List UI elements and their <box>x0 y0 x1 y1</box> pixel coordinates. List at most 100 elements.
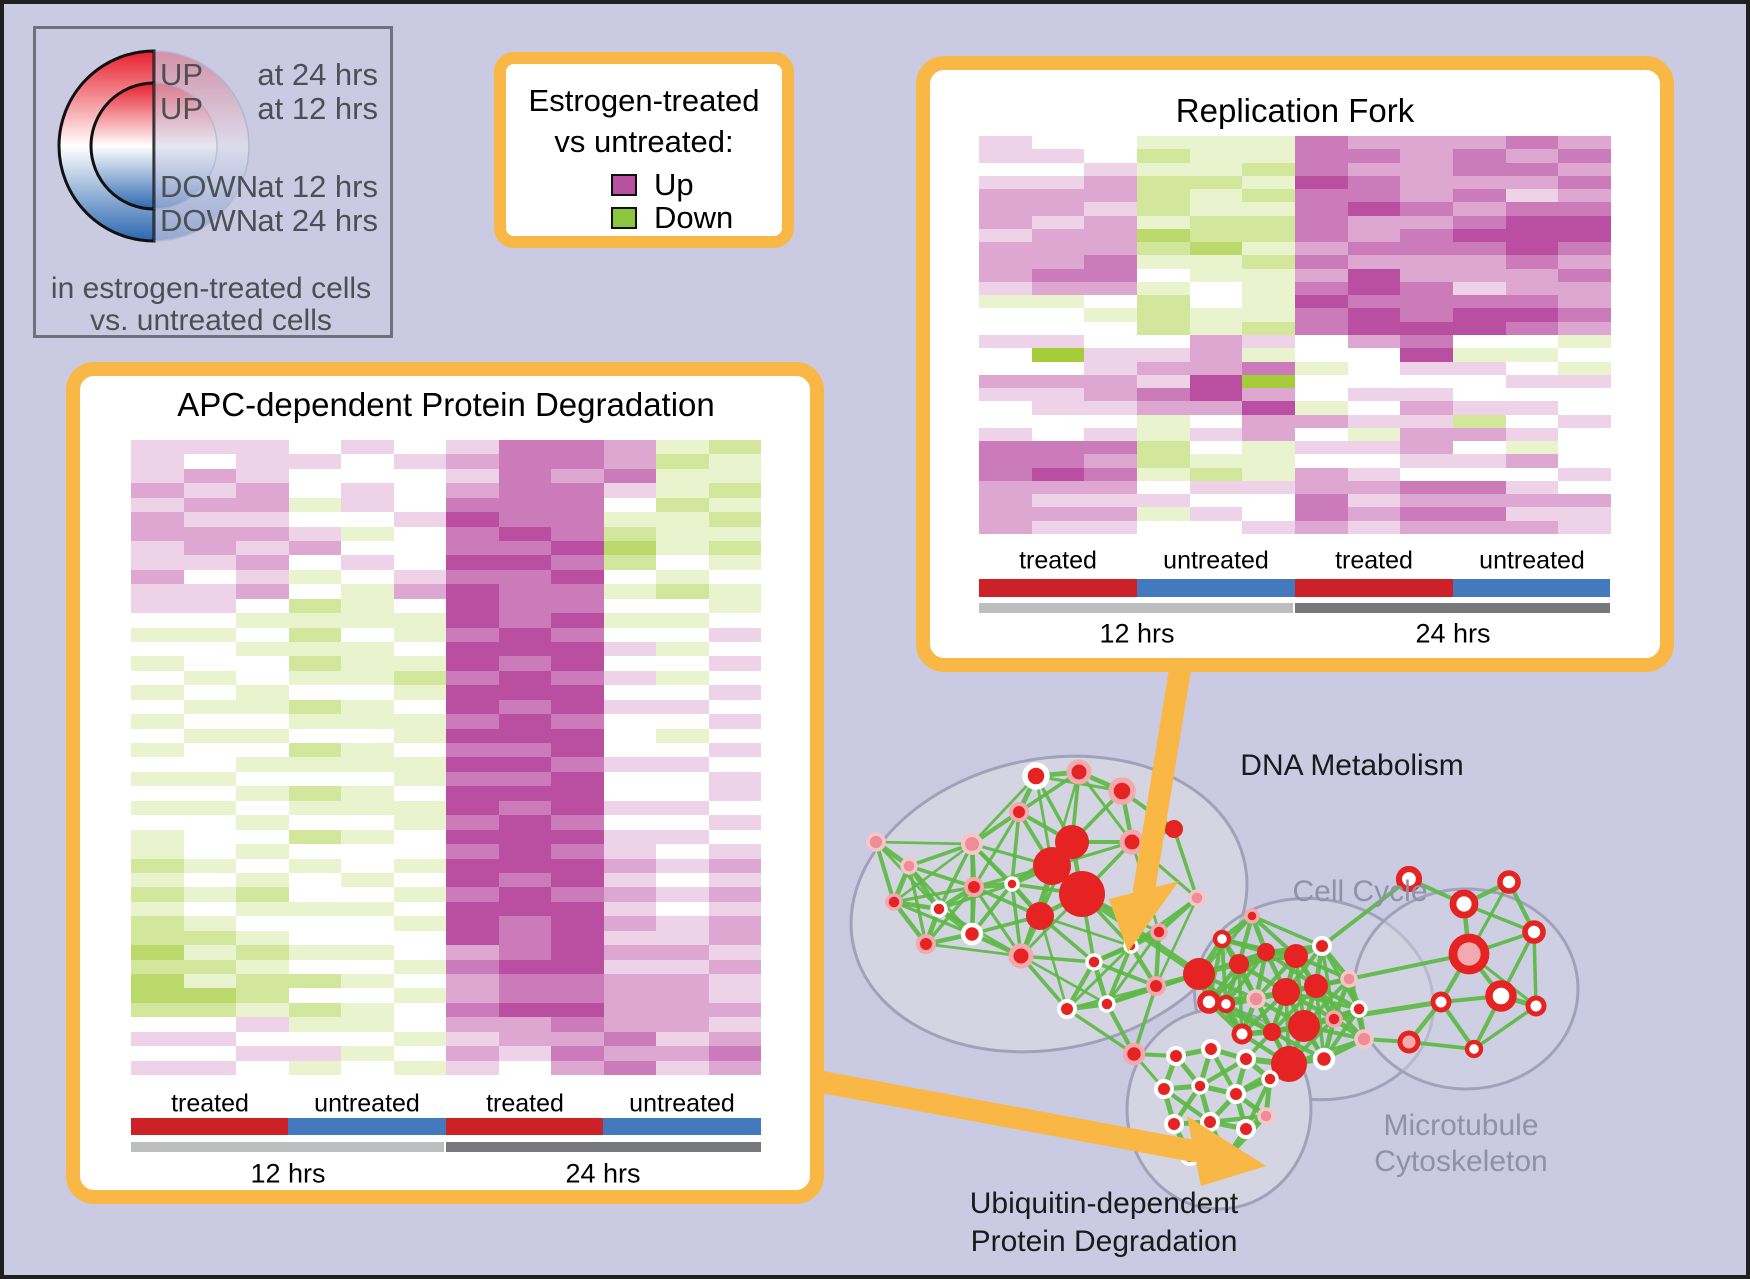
heatmap-cell <box>1031 427 1085 442</box>
heatmap-cell <box>183 584 236 599</box>
heatmap-cell <box>979 242 1032 256</box>
heatmap-cell <box>236 1031 289 1047</box>
heatmap-cell <box>393 714 446 729</box>
heatmap-cell <box>341 858 394 873</box>
heatmap-cell <box>1347 480 1401 495</box>
heatmap-cell <box>131 973 184 989</box>
heatmap-cell <box>236 988 289 1003</box>
heatmap-cell <box>183 468 236 484</box>
heatmap-cell <box>393 483 446 498</box>
heatmap-cell <box>551 512 604 527</box>
heatmap-cell <box>1347 295 1401 309</box>
heatmap-cell <box>131 569 184 585</box>
heatmap-cell <box>1031 467 1085 481</box>
heatmap-cell <box>1031 441 1085 455</box>
heatmap-cell <box>236 699 289 715</box>
updown-legend-title-line1: Estrogen-treated <box>528 83 760 118</box>
up-label: Up <box>654 167 694 202</box>
heatmap-cell <box>1558 334 1611 349</box>
heatmap-cell <box>603 815 656 830</box>
heatmap-cell <box>446 497 499 513</box>
heatmap-cell <box>603 613 656 628</box>
heatmap-cell <box>1505 268 1559 282</box>
heatmap-cell <box>1453 295 1506 309</box>
heatmap-cell <box>656 699 709 715</box>
heatmap-cell <box>1558 348 1611 362</box>
heatmap-cell <box>1031 295 1085 309</box>
heatmap-cell <box>393 598 446 614</box>
heatmap-cell <box>708 945 761 960</box>
heatmap-cell <box>288 512 341 527</box>
heatmap-cell <box>1189 348 1243 362</box>
heatmap-cell <box>131 670 184 686</box>
heatmap-cell <box>498 901 551 917</box>
heatmap-cell <box>656 526 709 542</box>
heatmap-cell <box>603 1002 656 1018</box>
heatmap-cell <box>1242 414 1295 428</box>
heatmap-cell <box>1031 494 1085 508</box>
heatmap-cell <box>1400 414 1453 428</box>
heatmap-cell <box>498 829 551 845</box>
heatmap-cell <box>446 685 499 700</box>
heatmap-cell <box>708 844 761 859</box>
heatmap-cell <box>1505 202 1559 216</box>
heatmap-cell <box>979 268 1032 282</box>
heatmap-cell <box>551 656 604 671</box>
heatmap-cell <box>341 786 394 801</box>
heatmap-cell <box>603 541 656 556</box>
heatmap-cell <box>708 569 761 585</box>
heatmap-cell <box>341 728 394 744</box>
heatmap-cell <box>603 569 656 585</box>
heatmap-cell <box>708 930 761 946</box>
heatmap-cell <box>288 1046 341 1061</box>
heatmap-cell <box>288 844 341 859</box>
heatmap-cell <box>1084 480 1137 495</box>
heatmap-cell <box>708 512 761 527</box>
heatmap-cell <box>1347 175 1401 190</box>
heatmap-cell <box>1295 334 1348 349</box>
heatmap-cell <box>1347 348 1401 362</box>
heatmap-cell <box>1400 162 1453 176</box>
heatmap-cell <box>1453 401 1506 415</box>
heatmap-cell <box>1295 480 1348 495</box>
heatmap-cell <box>1453 215 1506 229</box>
rf-cond-label-4: untreated <box>1479 546 1585 575</box>
heatmap-cell <box>551 714 604 729</box>
heatmap-cell <box>498 1031 551 1047</box>
heatmap-cell <box>498 468 551 484</box>
heatmap-cell <box>603 728 656 744</box>
heatmap-cell <box>656 757 709 772</box>
heatmap-cell <box>1242 268 1295 282</box>
heatmap-cell <box>979 334 1032 349</box>
heatmap-cell <box>183 959 236 974</box>
heatmap-cell <box>341 512 394 527</box>
heatmap-cell <box>1137 361 1190 375</box>
heatmap-cell <box>1189 228 1243 243</box>
heatmap-cell <box>1242 202 1295 216</box>
heatmap-cell <box>1084 268 1137 282</box>
heatmap-cell <box>708 771 761 787</box>
heatmap-cell <box>603 512 656 527</box>
heatmap-cell <box>1400 427 1453 442</box>
heatmap-cell <box>131 858 184 873</box>
heatmap-cell <box>1242 228 1295 243</box>
heatmap-cell <box>341 959 394 974</box>
heatmap-cell <box>183 743 236 758</box>
heatmap-cell <box>656 786 709 801</box>
heatmap-cell <box>1031 374 1085 389</box>
heatmap-cell <box>1084 321 1137 335</box>
heatmap-cell <box>1505 281 1559 296</box>
heatmap-cell <box>1031 268 1085 282</box>
rf-24hrs-label: 24 hrs <box>1415 618 1491 649</box>
heatmap-cell <box>1558 414 1611 428</box>
heatmap-cell <box>393 512 446 527</box>
heatmap-cell <box>1031 162 1085 176</box>
heatmap-cell <box>1400 454 1453 468</box>
heatmap-cell <box>1453 202 1506 216</box>
heatmap-cell <box>1031 149 1085 163</box>
heatmap-cell <box>656 1060 709 1075</box>
heatmap-cell <box>236 598 289 614</box>
heatmap-cell <box>1558 361 1611 375</box>
heatmap-cell <box>1189 268 1243 282</box>
